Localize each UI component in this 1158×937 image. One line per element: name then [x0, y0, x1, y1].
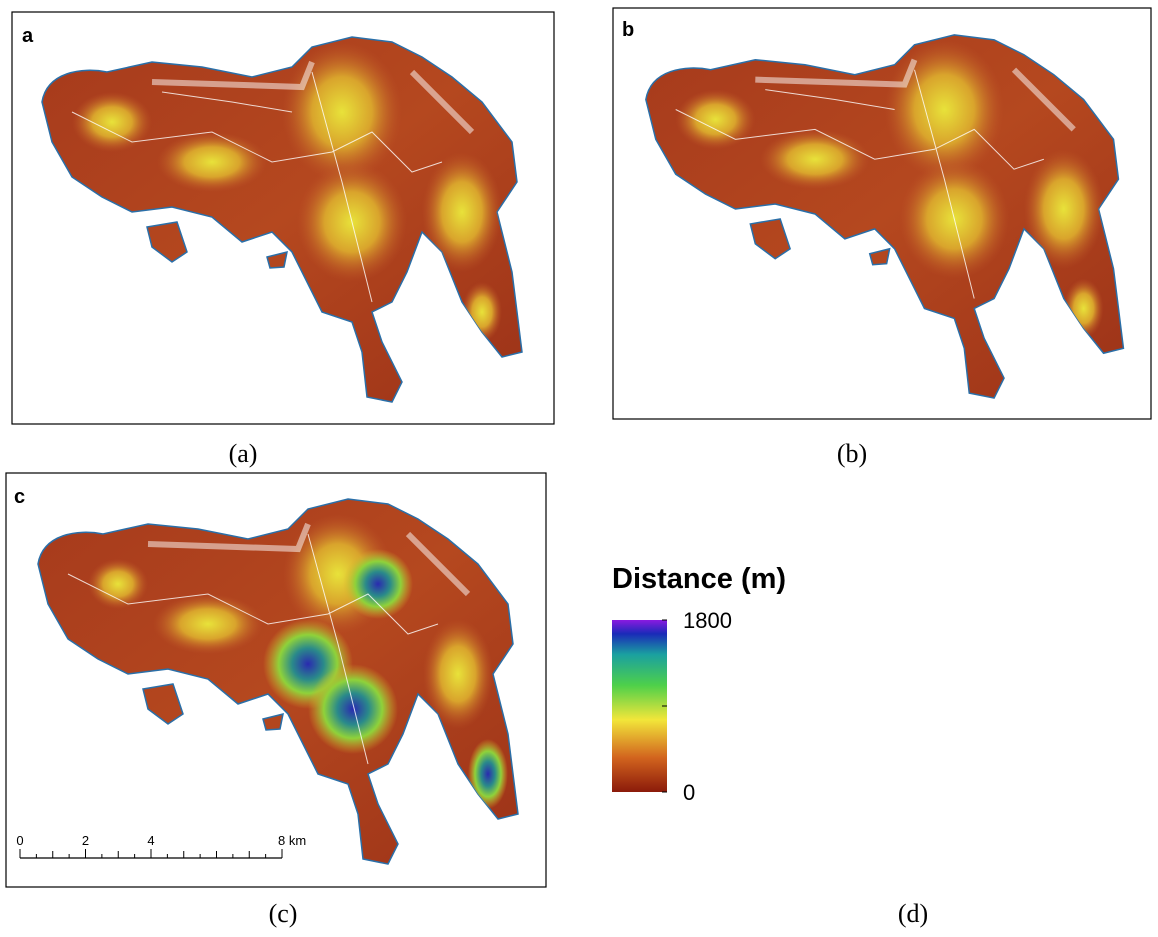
panel-letter: a	[22, 25, 34, 47]
caption: (a)	[229, 439, 258, 468]
page: a (a) b (b) c (c) 0 2 4 8 km Distance (m) 1…	[0, 0, 1158, 937]
scale-bar: 0 2 4 8 km	[16, 833, 306, 858]
legend-label: 0	[683, 780, 695, 805]
map	[42, 37, 522, 402]
scale-label: 4	[147, 833, 154, 848]
color-bar	[612, 620, 667, 792]
map	[646, 35, 1124, 398]
panel-letter: b	[622, 19, 634, 41]
scale-label: 8 km	[278, 833, 306, 848]
legend-label: 1800	[683, 608, 732, 633]
caption: (b)	[837, 439, 867, 468]
legend-ticks: 1800 0	[662, 608, 732, 805]
scale-label: 0	[16, 833, 23, 848]
scale-label: 2	[82, 833, 89, 848]
panel-letter: c	[14, 486, 25, 508]
map	[38, 499, 518, 864]
legend-title: Distance (m)	[612, 563, 786, 595]
figure: a (a) b (b) c (c) 0 2 4 8 km Distance (m) 1…	[0, 0, 1158, 937]
caption: (c)	[269, 899, 298, 928]
caption: (d)	[898, 899, 928, 928]
